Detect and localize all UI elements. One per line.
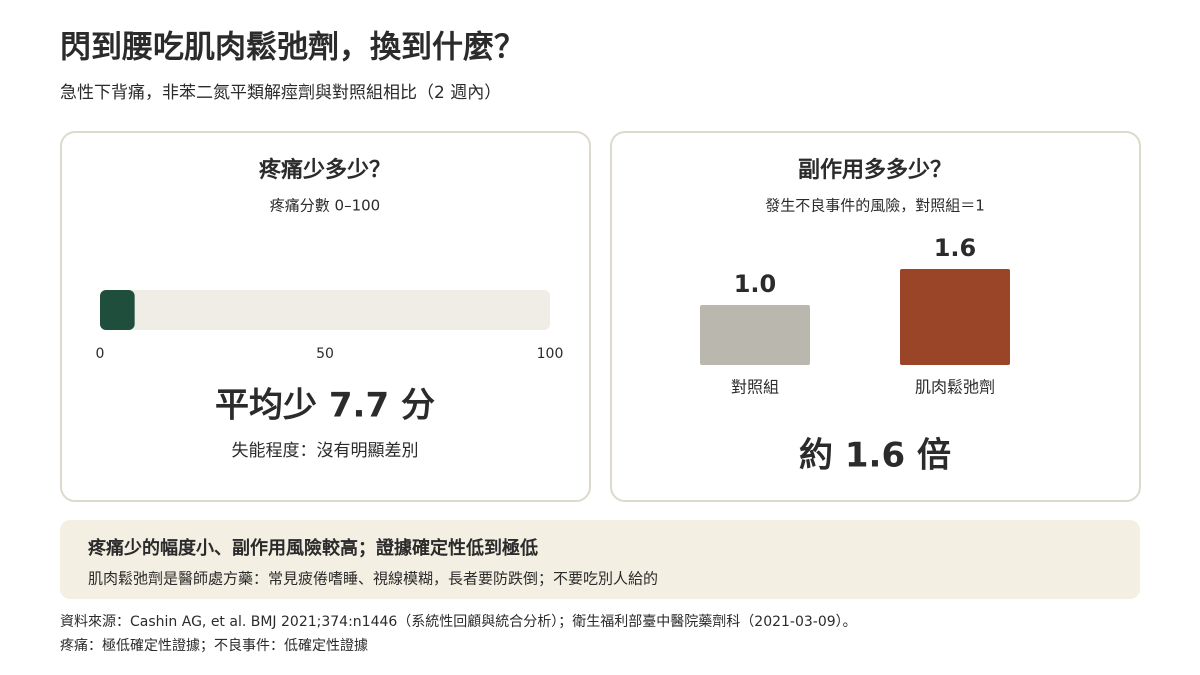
- callout-box: [60, 520, 1140, 599]
- note: 失能程度：沒有明顯差別: [232, 441, 419, 461]
- certainty: 疼痛：極低確定性證據；不良事件：低確定性證據: [60, 637, 368, 654]
- annotation: 平均少 7.7 分: [215, 386, 435, 426]
- chart-title: 疼痛少多少？: [259, 157, 391, 183]
- bar: [700, 305, 810, 365]
- chart-subtitle: 發生不良事件的風險，對照組＝1: [765, 197, 985, 215]
- x-tick-label: 肌肉鬆弛劑: [915, 378, 995, 397]
- callout-text: 肌肉鬆弛劑是醫師處方藥：常見疲倦嗜睡、視線模糊，長者要防跌倒；不要吃別人給的: [88, 570, 658, 588]
- x-tick-label: 對照組: [731, 378, 779, 397]
- bar: [900, 269, 1010, 365]
- page-title: 閃到腰吃肌肉鬆弛劑，換到什麼？: [60, 30, 525, 66]
- x-tick-label: 0: [96, 346, 105, 362]
- card: [610, 131, 1141, 502]
- bar-track: [100, 290, 550, 330]
- bar: [100, 290, 135, 330]
- page-subtitle: 急性下背痛，非苯二氮平類解痙劑與對照組相比（2 週內）: [60, 83, 501, 103]
- chart-title: 副作用多多少？: [798, 157, 952, 183]
- value-label: 1.0: [734, 270, 777, 298]
- callout-title: 疼痛少的幅度小、副作用風險較高；證據確定性低到極低: [88, 537, 538, 559]
- x-tick-label: 50: [316, 346, 334, 362]
- value-label: 1.6: [934, 234, 977, 262]
- source: 資料來源：Cashin AG, et al. BMJ 2021;374:n144…: [60, 613, 857, 630]
- chart-subtitle: 疼痛分數 0–100: [270, 197, 380, 215]
- annotation: 約 1.6 倍: [799, 436, 951, 476]
- x-tick-label: 100: [537, 346, 564, 362]
